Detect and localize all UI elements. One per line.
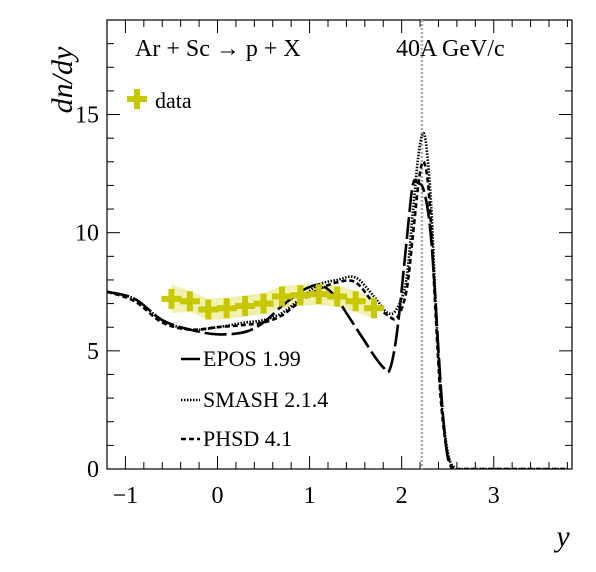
energy-annotation: 40A GeV/c xyxy=(396,36,505,62)
x-tick-label: 2 xyxy=(396,483,408,509)
data-point xyxy=(179,291,200,312)
y-tick-label: 10 xyxy=(75,221,99,247)
legend-data-label: data xyxy=(155,88,192,113)
data-point xyxy=(271,286,292,307)
data-point xyxy=(327,286,348,307)
data-point xyxy=(253,293,274,314)
data-point xyxy=(308,284,329,305)
y-tick-label: 0 xyxy=(87,457,99,483)
model-curves xyxy=(107,131,568,469)
smash-curve xyxy=(107,131,568,469)
data-point xyxy=(216,298,237,319)
legend-epos-label: EPOS 1.99 xyxy=(203,346,301,371)
data-point xyxy=(364,298,385,319)
axis-tick-labels: −1 0 1 2 3 0 5 10 15 xyxy=(75,103,500,509)
axis-ticks xyxy=(106,19,572,470)
legend-phsd-label: PHSD 4.1 xyxy=(203,426,292,451)
data-point xyxy=(198,299,219,320)
data-point xyxy=(345,291,366,312)
data-points xyxy=(161,284,385,320)
y-tick-label: 5 xyxy=(87,339,99,365)
phsd-curve xyxy=(107,160,568,469)
x-tick-label: 0 xyxy=(211,483,223,509)
y-axis-title: dn/dy xyxy=(46,46,79,113)
plot-frame xyxy=(106,19,573,470)
x-tick-label: −1 xyxy=(113,483,139,509)
x-axis-title: y xyxy=(553,520,570,553)
data-point xyxy=(235,295,256,316)
legend-data-marker xyxy=(127,89,147,109)
reaction-annotation: Ar + Sc → p + X xyxy=(135,36,301,62)
data-point xyxy=(161,288,182,309)
y-tick-label: 15 xyxy=(75,103,99,129)
epos-curve xyxy=(107,178,454,469)
legend-data: data xyxy=(127,88,192,113)
legend-smash-label: SMASH 2.1.4 xyxy=(203,387,328,412)
x-tick-label: 1 xyxy=(304,483,316,509)
data-point xyxy=(290,285,311,306)
x-tick-label: 3 xyxy=(488,483,500,509)
legend-models: EPOS 1.99 SMASH 2.1.4 PHSD 4.1 xyxy=(181,346,328,451)
